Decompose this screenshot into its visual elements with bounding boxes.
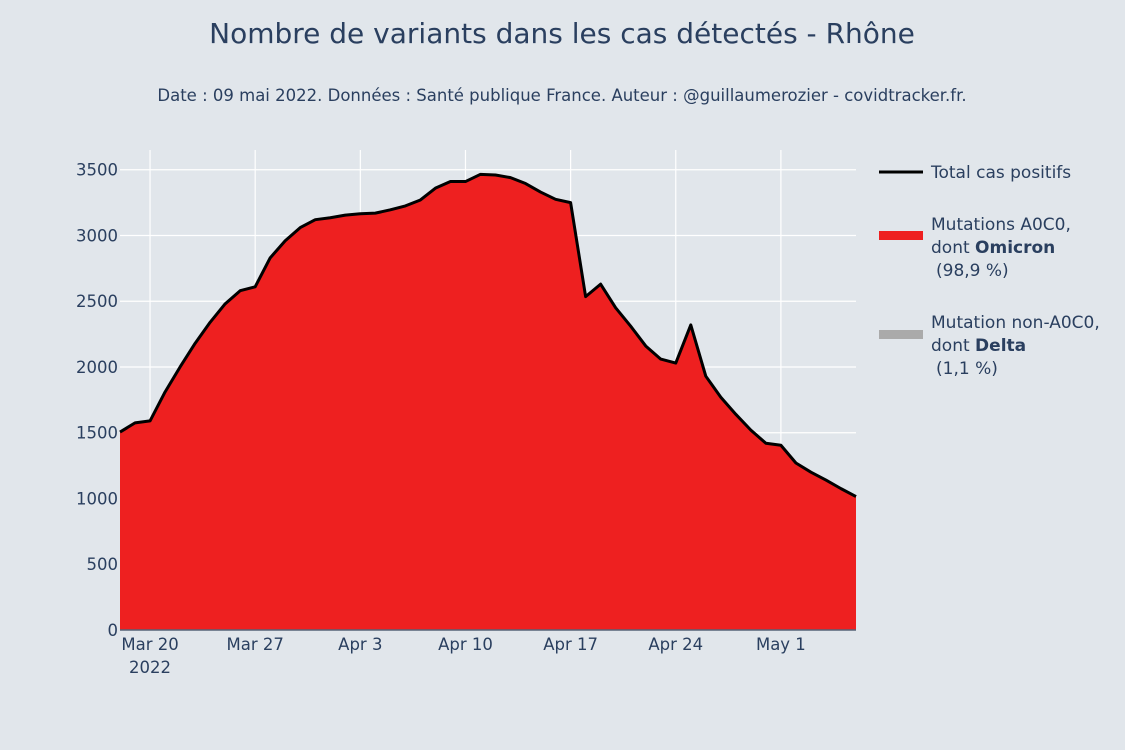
y-tick-label: 2500 — [76, 292, 118, 311]
legend-label-omicron-prefix: dont — [931, 238, 975, 258]
chart-subtitle: Date : 09 mai 2022. Données : Santé publ… — [157, 86, 966, 105]
legend-swatch-delta — [879, 330, 923, 339]
x-tick-label: May 1 — [756, 635, 806, 654]
x-tick-label: Apr 17 — [543, 635, 598, 654]
series-line-total — [119, 172, 857, 498]
x-tick-label: Mar 27 — [226, 635, 283, 654]
y-tick-label: 3500 — [76, 161, 118, 180]
x-tick-label: Apr 10 — [438, 635, 493, 654]
series-area-omicron — [120, 174, 856, 630]
legend-label-total: Total cas positifs — [930, 163, 1071, 183]
legend-label-omicron-line3: (98,9 %) — [936, 261, 1009, 281]
legend-swatch-omicron — [879, 231, 923, 240]
plot-areas — [120, 174, 856, 631]
plot-lines — [119, 172, 857, 631]
legend-label-delta-prefix: dont — [931, 336, 975, 356]
x-tick-label: Apr 24 — [648, 635, 703, 654]
legend-label-omicron-bold: Omicron — [975, 238, 1055, 258]
y-tick-label: 1500 — [76, 424, 118, 443]
legend-item-total[interactable]: Total cas positifs — [879, 163, 1071, 183]
legend-label-delta-line2: dont Delta — [931, 336, 1026, 356]
chart-title: Nombre de variants dans les cas détectés… — [209, 17, 915, 50]
legend-item-omicron[interactable]: Mutations A0C0, dont Omicron (98,9 %) — [879, 215, 1071, 281]
legend-label-delta-bold: Delta — [975, 336, 1026, 356]
legend-item-delta[interactable]: Mutation non-A0C0, dont Delta (1,1 %) — [879, 313, 1100, 379]
legend-label-delta-line3: (1,1 %) — [936, 359, 998, 379]
x-tick-label: Mar 20 — [121, 635, 178, 654]
legend-label-omicron-line1: Mutations A0C0, — [931, 215, 1071, 235]
x-tick-sublabel: 2022 — [129, 658, 171, 677]
legend-label-delta-line1: Mutation non-A0C0, — [931, 313, 1100, 333]
y-tick-label: 2000 — [76, 358, 118, 377]
legend: Total cas positifs Mutations A0C0, dont … — [879, 163, 1100, 379]
y-tick-label: 1000 — [76, 489, 118, 508]
x-axis-ticks: Mar 20 2022 Mar 27 Apr 3 Apr 10 Apr 17 Apr 24 M… — [121, 635, 805, 677]
legend-label-omicron-line2: dont Omicron — [931, 238, 1055, 258]
y-axis-ticks: 0 500 1000 1500 2000 2500 3000 3500 — [76, 161, 118, 640]
y-tick-label: 0 — [108, 621, 119, 640]
x-tick-label: Apr 3 — [338, 635, 382, 654]
y-tick-label: 500 — [87, 555, 119, 574]
y-tick-label: 3000 — [76, 226, 118, 245]
